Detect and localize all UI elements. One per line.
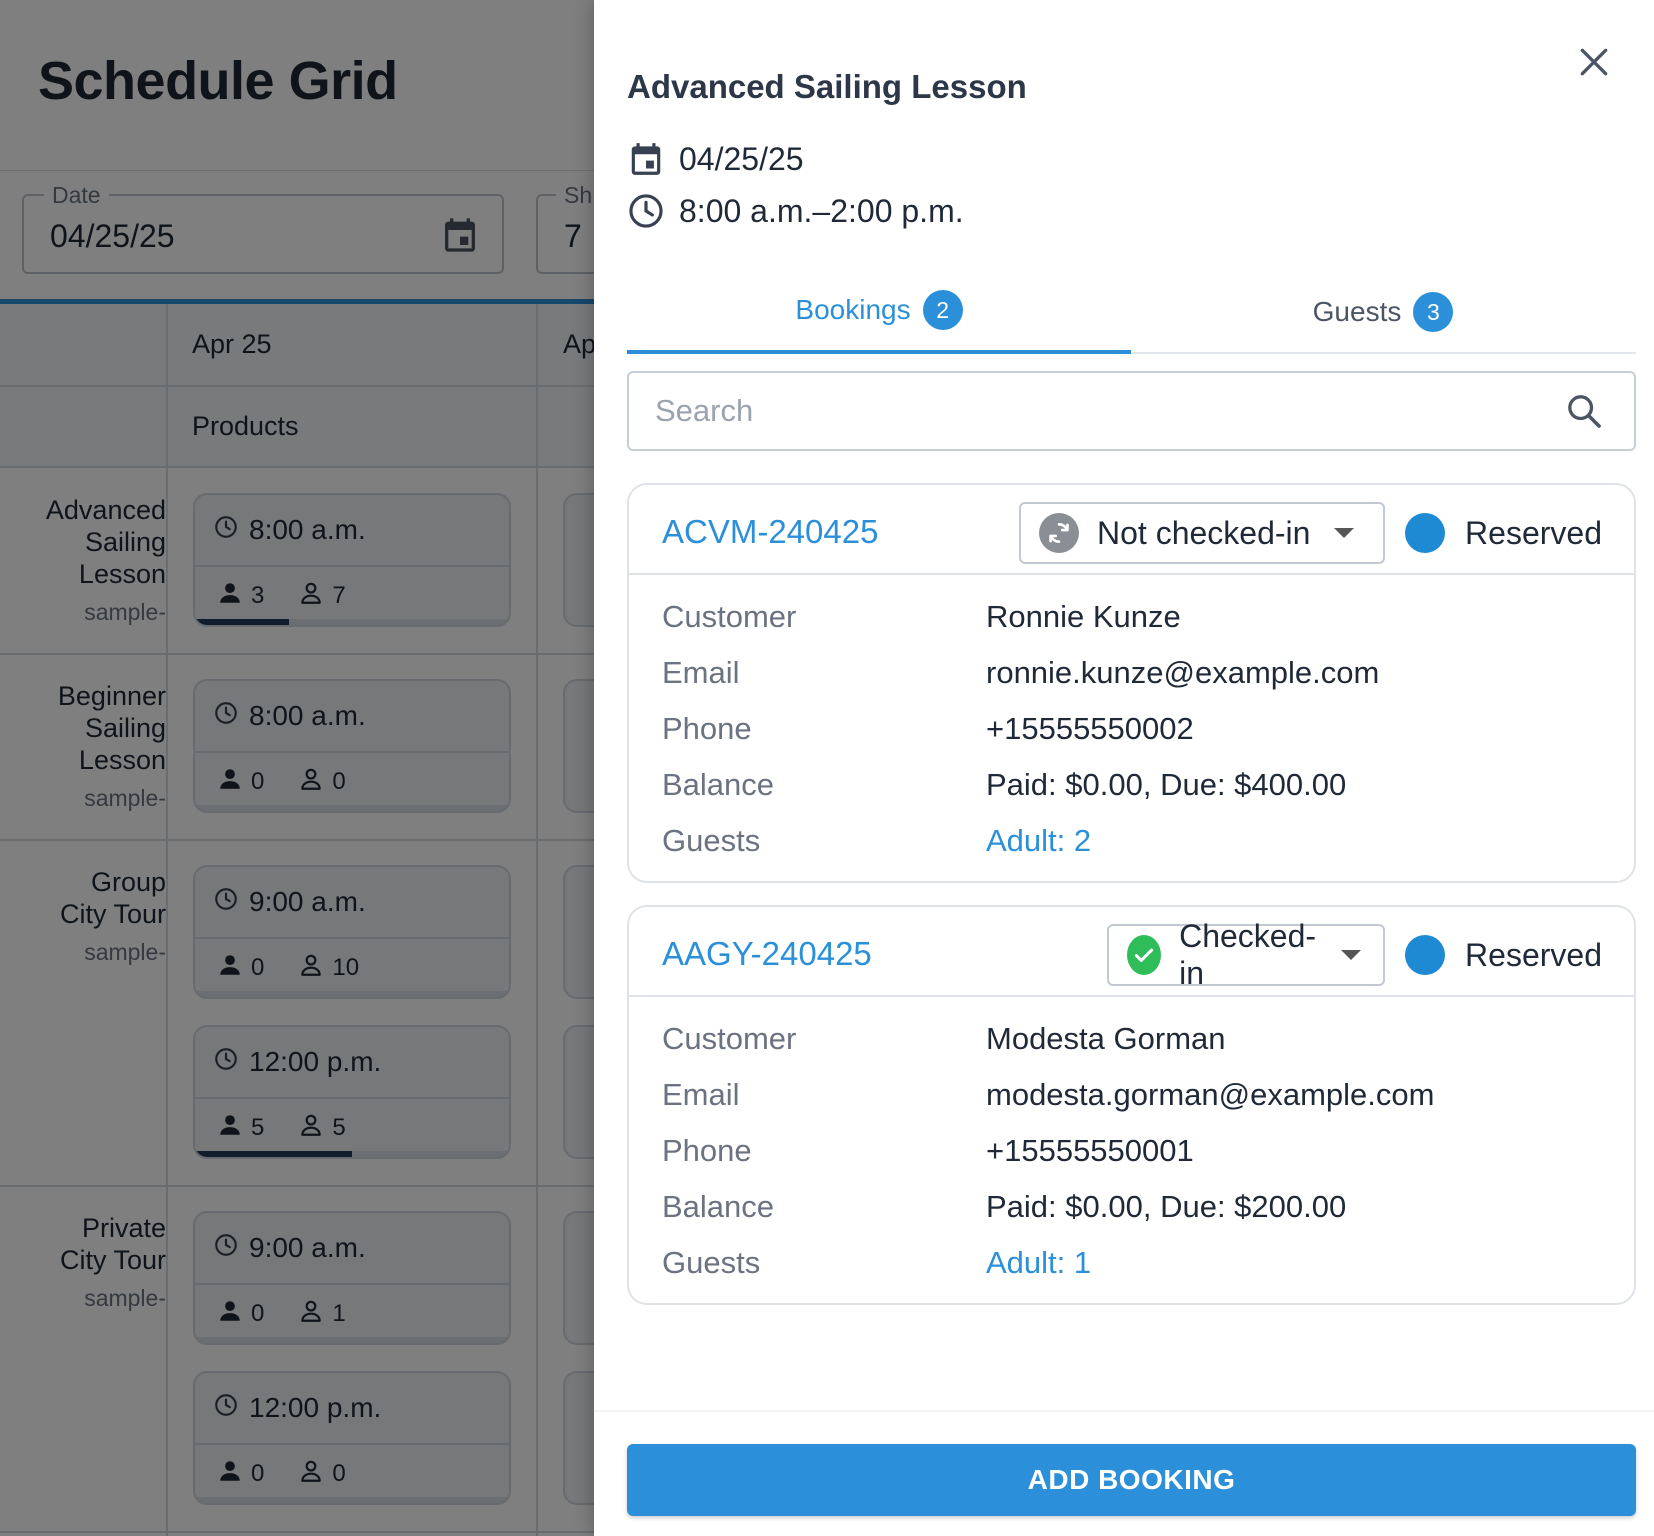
detail-label: Customer	[662, 1021, 797, 1056]
footer-divider	[594, 1410, 1654, 1412]
detail-row-phone: Phone +15555550002	[662, 701, 1601, 757]
detail-label: Balance	[662, 767, 775, 802]
detail-label: Customer	[662, 599, 797, 634]
detail-label: Guests	[662, 1245, 761, 1280]
detail-value: ronnie.kunze@example.com	[986, 655, 1380, 690]
status-dot-icon	[1405, 513, 1446, 553]
event-time-text: 8:00 a.m.–2:00 p.m.	[679, 192, 964, 229]
detail-label: Phone	[662, 711, 752, 746]
add-booking-button[interactable]: ADD BOOKING	[627, 1444, 1636, 1516]
detail-label: Email	[662, 1077, 740, 1112]
detail-label: Email	[662, 655, 740, 690]
event-date: 04/25/25	[627, 140, 804, 178]
detail-row-email: Email ronnie.kunze@example.com	[662, 645, 1601, 701]
count-badge: 2	[922, 290, 963, 330]
booking-card: ACVM-240425 Not checked-in Reserved Cust…	[627, 483, 1636, 883]
tab-label: Guests	[1312, 296, 1402, 327]
detail-value: Paid: $0.00, Due: $400.00	[986, 767, 1347, 802]
detail-row-guests: Guests Adult: 2	[662, 813, 1601, 869]
search-icon[interactable]	[1564, 391, 1604, 431]
detail-value: modesta.gorman@example.com	[986, 1077, 1435, 1112]
detail-row-balance: Balance Paid: $0.00, Due: $400.00	[662, 757, 1601, 813]
status-dot-icon	[1405, 935, 1446, 975]
booking-id-link[interactable]: AAGY-240425	[662, 935, 872, 972]
reservation-status-label: Reserved	[1465, 936, 1602, 973]
event-drawer: Advanced Sailing Lesson 04/25/25 8:00 a.…	[594, 0, 1654, 1536]
detail-value: +15555550002	[986, 711, 1194, 746]
count-badge: 3	[1413, 292, 1454, 332]
checkin-status-select[interactable]: Checked-in	[1107, 918, 1385, 991]
detail-value: Paid: $0.00, Due: $200.00	[986, 1189, 1347, 1224]
guests-link[interactable]: Adult: 2	[986, 823, 1092, 858]
detail-value: Ronnie Kunze	[986, 599, 1181, 634]
event-date-text: 04/25/25	[679, 140, 804, 177]
reservation-status: Reserved	[1405, 935, 1602, 975]
event-time: 8:00 a.m.–2:00 p.m.	[627, 192, 964, 230]
sync-icon	[1039, 513, 1079, 553]
chevron-down-icon	[1341, 950, 1361, 960]
detail-row-customer: Customer Modesta Gorman	[662, 1011, 1601, 1067]
drawer-tabs: Bookings 2 Guests 3	[627, 270, 1636, 354]
detail-value: +15555550001	[986, 1133, 1194, 1168]
calendar-icon	[631, 143, 661, 175]
check-circle-icon	[1127, 935, 1162, 975]
detail-row-customer: Customer Ronnie Kunze	[662, 589, 1601, 645]
modal-backdrop[interactable]	[0, 0, 594, 1536]
booking-card-header: ACVM-240425 Not checked-in Reserved	[629, 485, 1634, 575]
detail-label: Guests	[662, 823, 761, 858]
reservation-status-label: Reserved	[1465, 514, 1602, 551]
detail-row-guests: Guests Adult: 1	[662, 1235, 1601, 1291]
detail-row-phone: Phone +15555550001	[662, 1123, 1601, 1179]
checkin-status-label: Not checked-in	[1097, 514, 1311, 551]
booking-card-header: AAGY-240425 Checked-in Reserved	[629, 907, 1634, 997]
detail-value: Modesta Gorman	[986, 1021, 1226, 1056]
tab-bookings[interactable]: Bookings 2	[627, 270, 1131, 354]
booking-id-link[interactable]: ACVM-240425	[662, 513, 879, 550]
search-box	[627, 371, 1636, 451]
tab-guests[interactable]: Guests 3	[1131, 270, 1635, 354]
reservation-status: Reserved	[1405, 513, 1602, 553]
detail-row-balance: Balance Paid: $0.00, Due: $200.00	[662, 1179, 1601, 1235]
clock-icon	[629, 194, 663, 228]
booking-details: Customer Ronnie Kunze Email ronnie.kunze@e…	[629, 575, 1634, 881]
guests-link[interactable]: Adult: 1	[986, 1245, 1092, 1280]
event-title: Advanced Sailing Lesson	[627, 68, 1027, 105]
booking-details: Customer Modesta Gorman Email modesta.gorm…	[629, 997, 1634, 1303]
checkin-status-label: Checked-in	[1179, 918, 1317, 991]
detail-row-email: Email modesta.gorman@example.com	[662, 1067, 1601, 1123]
detail-label: Balance	[662, 1189, 775, 1224]
checkin-status-select[interactable]: Not checked-in	[1019, 502, 1385, 564]
detail-label: Phone	[662, 1133, 752, 1168]
search-input[interactable]	[655, 373, 1535, 449]
chevron-down-icon	[1334, 528, 1355, 538]
tab-label: Bookings	[795, 294, 911, 325]
close-icon[interactable]	[1574, 42, 1614, 82]
booking-card: AAGY-240425 Checked-in Reserved Customer…	[627, 905, 1636, 1305]
